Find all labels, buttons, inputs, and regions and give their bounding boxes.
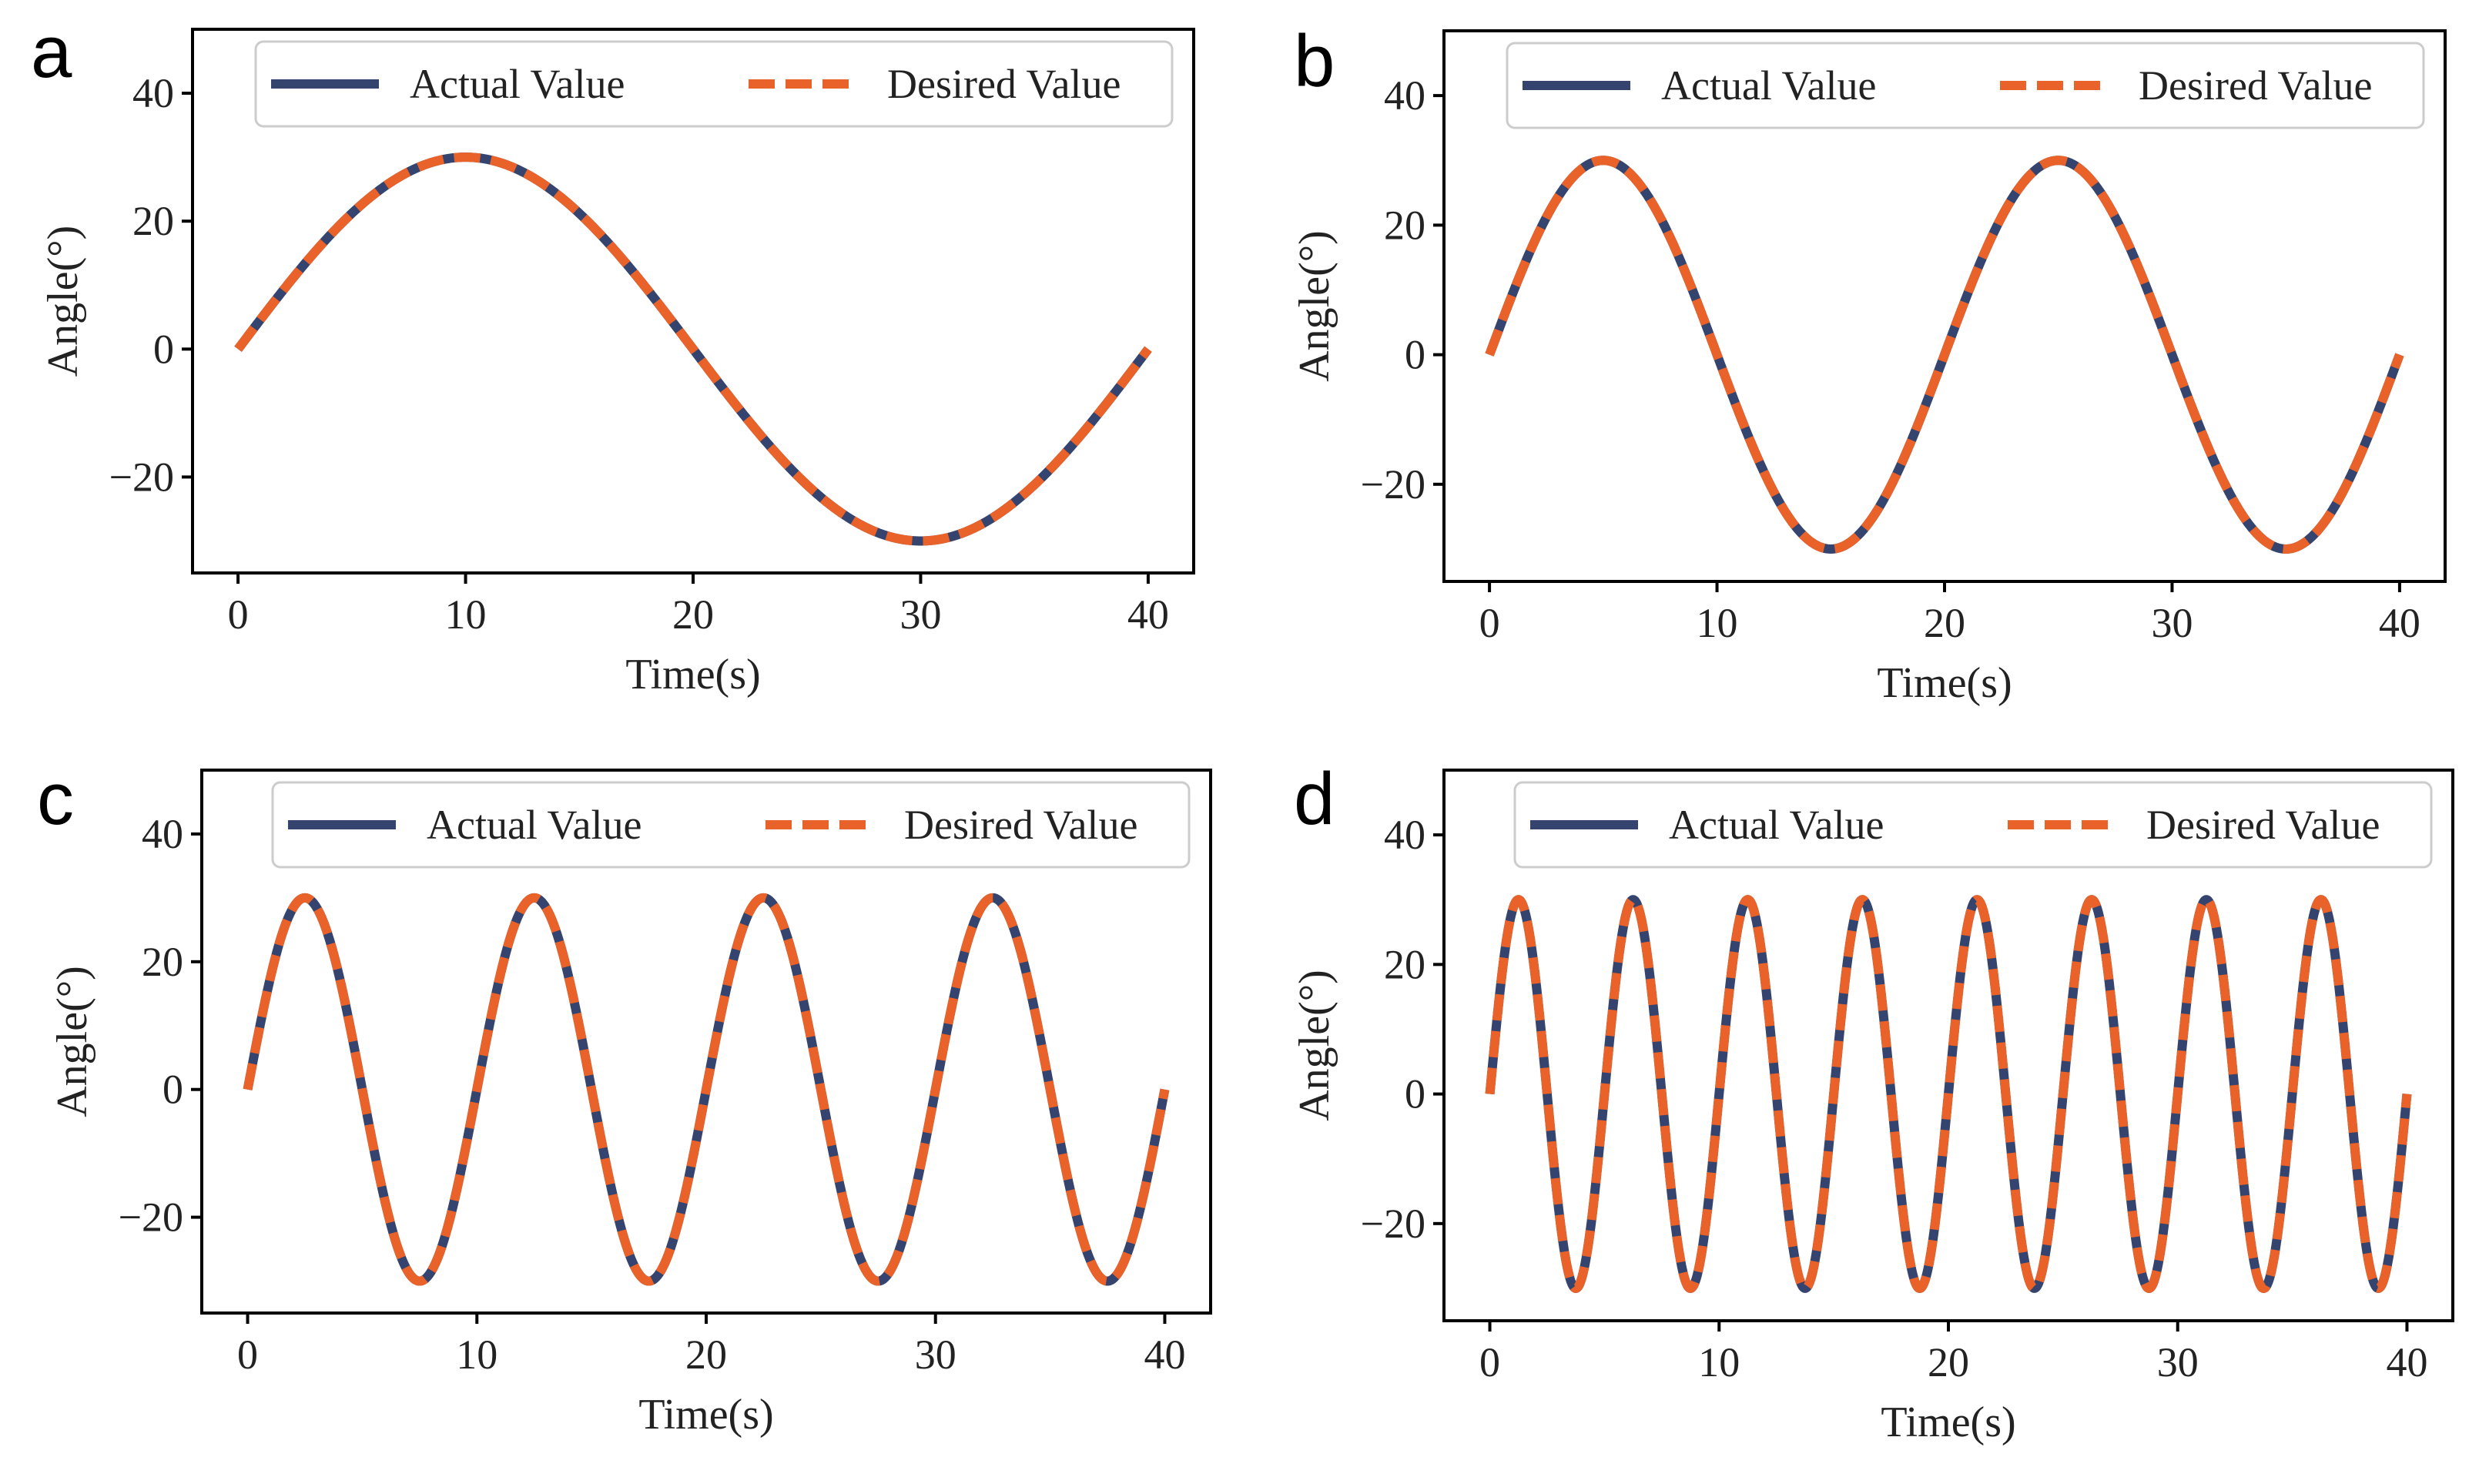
- series-line-desired: [1485, 156, 2404, 554]
- x-axis-label: Time(s): [1877, 659, 2012, 707]
- chart-panel-a: a 0 10 20 30 40 −20 0 20 40 Time(s) Angle(°) Actual …: [31, 11, 1195, 698]
- y-axis-label: Angle(°): [1291, 970, 1338, 1121]
- x-axis-label: Time(s): [625, 651, 760, 698]
- x-tick-label: 10: [445, 591, 487, 638]
- panel-letter: a: [31, 11, 72, 93]
- y-tick-label: 40: [132, 70, 174, 116]
- x-tick-label: 10: [1698, 1339, 1740, 1385]
- y-tick-label: −20: [1361, 1201, 1425, 1247]
- x-tick-label: 0: [237, 1332, 258, 1378]
- legend-box: [254, 40, 1174, 128]
- y-tick-label: 20: [142, 939, 183, 985]
- y-axis-label: Angle(°): [1291, 230, 1338, 382]
- legend: Actual Value Desired Value: [1506, 42, 2425, 129]
- x-tick-label: 0: [1479, 600, 1500, 646]
- legend-label-actual: Actual Value: [427, 802, 642, 848]
- y-tick-label: 20: [132, 198, 174, 244]
- legend-label-desired: Desired Value: [2139, 62, 2372, 109]
- y-axis-label: Angle(°): [39, 226, 87, 377]
- series-line-desired: [1485, 895, 2412, 1293]
- x-tick-label: 20: [1924, 600, 1965, 646]
- y-tick-label: −20: [1361, 461, 1425, 508]
- x-tick-label: 10: [1697, 600, 1738, 646]
- y-tick-label: 0: [162, 1067, 183, 1113]
- x-tick-label: 30: [915, 1332, 956, 1378]
- y-tick-label: 0: [1405, 332, 1425, 378]
- x-tick-label: 0: [228, 591, 249, 638]
- x-tick-label: 20: [672, 591, 714, 638]
- x-tick-label: 20: [685, 1332, 727, 1378]
- x-tick-label: 30: [899, 591, 941, 638]
- x-axis-label: Time(s): [1881, 1399, 2015, 1446]
- x-axis-label: Time(s): [638, 1391, 773, 1439]
- x-tick-label: 40: [1144, 1332, 1185, 1378]
- legend-label-actual: Actual Value: [1661, 62, 1876, 109]
- y-tick-label: 40: [1384, 72, 1425, 119]
- x-tick-label: 0: [1479, 1339, 1500, 1385]
- legend-box: [1506, 42, 2425, 129]
- chart-panel-d: d 0 10 20 30 40 −20 0 20 40 Time(s) Angle(°) Actual …: [1291, 758, 2454, 1446]
- legend-box: [271, 781, 1191, 869]
- legend-label-desired: Desired Value: [904, 802, 1137, 848]
- x-tick-label: 30: [2157, 1339, 2199, 1385]
- y-tick-label: 0: [153, 326, 174, 372]
- y-tick-label: 20: [1384, 202, 1425, 248]
- y-tick-label: 0: [1405, 1071, 1425, 1117]
- panel-letter: b: [1294, 20, 1335, 102]
- y-tick-label: 40: [142, 811, 183, 857]
- x-tick-label: 40: [1127, 591, 1169, 638]
- chart-panel-c: c 0 10 20 30 40 −20 0 20 40 Time(s) Angle(°) Actual …: [37, 758, 1212, 1439]
- x-tick-label: 20: [1928, 1339, 1969, 1385]
- legend: Actual Value Desired Value: [254, 40, 1174, 128]
- legend: Actual Value Desired Value: [1513, 781, 2433, 869]
- y-tick-label: −20: [109, 454, 174, 500]
- y-tick-label: −20: [119, 1194, 183, 1241]
- legend-label-actual: Actual Value: [410, 61, 625, 107]
- x-tick-label: 40: [2386, 1339, 2427, 1385]
- y-tick-label: 40: [1384, 812, 1425, 858]
- x-tick-label: 40: [2379, 600, 2420, 646]
- panel-letter: d: [1294, 758, 1335, 840]
- x-tick-label: 30: [2151, 600, 2193, 646]
- series-line-desired: [243, 893, 1170, 1286]
- chart-panel-b: b 0 10 20 30 40 −20 0 20 40 Time(s) Angle(°) Actual …: [1291, 20, 2447, 707]
- series-line-desired: [234, 152, 1152, 546]
- legend-box: [1513, 781, 2433, 869]
- y-axis-label: Angle(°): [49, 966, 96, 1117]
- x-tick-label: 10: [456, 1332, 497, 1378]
- legend-label-desired: Desired Value: [887, 61, 1121, 107]
- panel-letter: c: [37, 758, 74, 840]
- legend-label-desired: Desired Value: [2146, 802, 2380, 848]
- legend: Actual Value Desired Value: [271, 781, 1191, 869]
- y-tick-label: 20: [1384, 941, 1425, 987]
- legend-label-actual: Actual Value: [1669, 802, 1884, 848]
